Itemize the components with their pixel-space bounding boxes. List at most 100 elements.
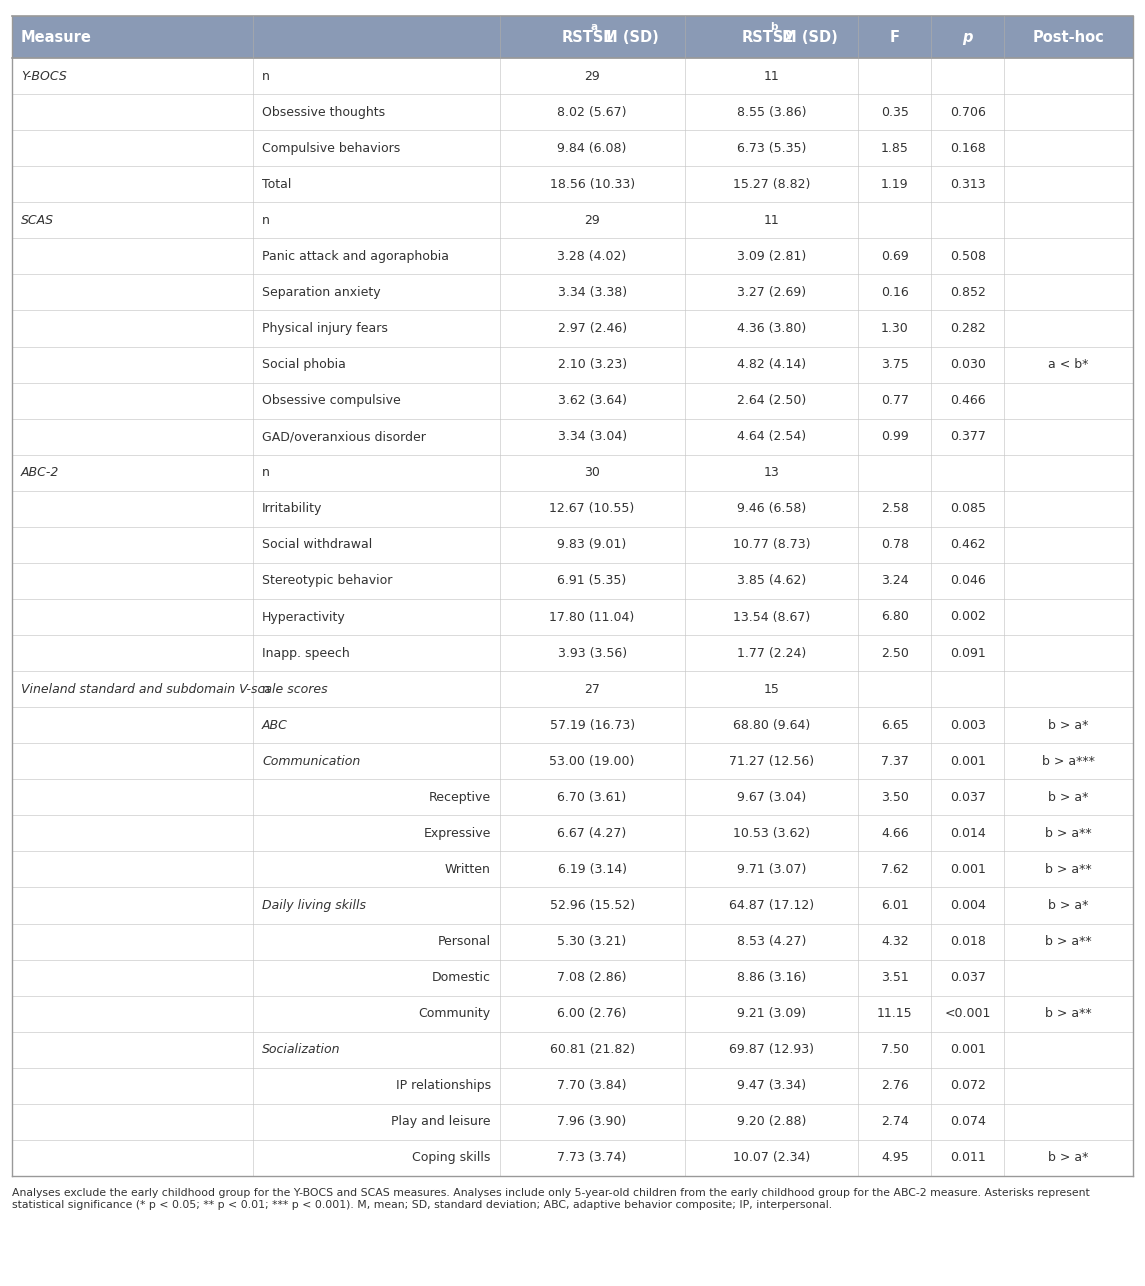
Text: 2.97 (2.46): 2.97 (2.46) [558, 322, 626, 334]
Text: ABC-2: ABC-2 [21, 467, 60, 480]
Text: 0.377: 0.377 [949, 431, 986, 444]
Text: 3.28 (4.02): 3.28 (4.02) [558, 249, 626, 262]
Text: 13: 13 [764, 467, 780, 480]
Text: Inapp. speech: Inapp. speech [262, 647, 349, 660]
Text: Separation anxiety: Separation anxiety [262, 285, 380, 298]
Text: 8.55 (3.86): 8.55 (3.86) [736, 105, 806, 118]
Text: ABC: ABC [262, 719, 287, 732]
Text: 0.466: 0.466 [950, 394, 986, 408]
Text: 10.53 (3.62): 10.53 (3.62) [733, 827, 810, 840]
Bar [11, 94, 1134, 130]
Bar [11, 1139, 1134, 1175]
Text: 9.20 (2.88): 9.20 (2.88) [736, 1115, 806, 1128]
Text: 3.62 (3.64): 3.62 (3.64) [558, 394, 626, 408]
Bar [11, 527, 1134, 563]
Text: GAD/overanxious disorder: GAD/overanxious disorder [262, 431, 426, 444]
Text: 15: 15 [764, 683, 780, 696]
Text: 29: 29 [584, 213, 600, 226]
Text: 5.30 (3.21): 5.30 (3.21) [558, 935, 626, 948]
Text: b > a*: b > a* [1049, 899, 1089, 912]
Text: 8.53 (4.27): 8.53 (4.27) [736, 935, 806, 948]
Text: 57.19 (16.73): 57.19 (16.73) [550, 719, 634, 732]
Bar [11, 274, 1134, 310]
Text: 4.95: 4.95 [881, 1151, 909, 1164]
Text: 0.001: 0.001 [949, 1043, 986, 1056]
Text: RSTS2: RSTS2 [742, 30, 793, 45]
Text: 7.73 (3.74): 7.73 (3.74) [558, 1151, 626, 1164]
Text: 9.71 (3.07): 9.71 (3.07) [736, 863, 806, 876]
Text: 17.80 (11.04): 17.80 (11.04) [550, 611, 634, 624]
Text: 3.09 (2.81): 3.09 (2.81) [737, 249, 806, 262]
Text: 3.85 (4.62): 3.85 (4.62) [737, 575, 806, 588]
Text: 15.27 (8.82): 15.27 (8.82) [733, 177, 811, 190]
Text: F: F [890, 30, 900, 45]
Text: b > a*: b > a* [1049, 791, 1089, 804]
Text: Vineland standard and subdomain V-scale scores: Vineland standard and subdomain V-scale … [21, 683, 327, 696]
Text: Social withdrawal: Social withdrawal [262, 539, 372, 552]
Text: Receptive: Receptive [428, 791, 491, 804]
Text: 0.16: 0.16 [881, 285, 909, 298]
Text: Obsessive compulsive: Obsessive compulsive [262, 394, 401, 408]
Text: 7.37: 7.37 [881, 755, 909, 768]
Text: Socialization: Socialization [262, 1043, 340, 1056]
Text: Irritability: Irritability [262, 503, 323, 516]
Text: 8.02 (5.67): 8.02 (5.67) [558, 105, 626, 118]
Text: 3.34 (3.04): 3.34 (3.04) [558, 431, 626, 444]
Text: Written: Written [444, 863, 491, 876]
Text: 3.51: 3.51 [881, 971, 909, 984]
Bar [11, 58, 1134, 94]
Text: 2.64 (2.50): 2.64 (2.50) [737, 394, 806, 408]
Text: 9.47 (3.34): 9.47 (3.34) [737, 1079, 806, 1092]
Bar [11, 563, 1134, 599]
Text: 3.24: 3.24 [881, 575, 909, 588]
Text: 0.014: 0.014 [950, 827, 986, 840]
Text: 6.80: 6.80 [881, 611, 909, 624]
Text: Expressive: Expressive [424, 827, 491, 840]
Text: b > a**: b > a** [1045, 935, 1092, 948]
Text: 6.01: 6.01 [881, 899, 909, 912]
Bar [11, 995, 1134, 1031]
Text: 4.64 (2.54): 4.64 (2.54) [737, 431, 806, 444]
Text: Y-BOCS: Y-BOCS [21, 69, 66, 82]
Text: 2.58: 2.58 [881, 503, 909, 516]
Text: n: n [262, 213, 270, 226]
Bar [11, 887, 1134, 923]
Text: 0.018: 0.018 [949, 935, 986, 948]
Text: 6.70 (3.61): 6.70 (3.61) [558, 791, 626, 804]
Bar [11, 310, 1134, 346]
Text: p: p [963, 30, 973, 45]
Text: M (SD): M (SD) [777, 30, 838, 45]
Bar [11, 959, 1134, 995]
Text: Panic attack and agoraphobia: Panic attack and agoraphobia [262, 249, 449, 262]
Text: Social phobia: Social phobia [262, 358, 346, 372]
Bar [11, 166, 1134, 202]
Text: 0.313: 0.313 [950, 177, 986, 190]
Text: 0.085: 0.085 [949, 503, 986, 516]
Text: 7.96 (3.90): 7.96 (3.90) [558, 1115, 626, 1128]
Text: Analyses exclude the early childhood group for the Y-BOCS and SCAS measures. Ana: Analyses exclude the early childhood gro… [11, 1188, 1090, 1210]
Text: 13.54 (8.67): 13.54 (8.67) [733, 611, 811, 624]
Text: 6.65: 6.65 [881, 719, 909, 732]
Text: 27: 27 [584, 683, 600, 696]
Text: 53.00 (19.00): 53.00 (19.00) [550, 755, 634, 768]
Bar [11, 815, 1134, 851]
Text: 9.46 (6.58): 9.46 (6.58) [737, 503, 806, 516]
Text: 0.852: 0.852 [949, 285, 986, 298]
Text: 1.19: 1.19 [881, 177, 909, 190]
Text: 0.462: 0.462 [950, 539, 986, 552]
Text: 2.76: 2.76 [881, 1079, 909, 1092]
Text: 9.83 (9.01): 9.83 (9.01) [558, 539, 626, 552]
Text: IP relationships: IP relationships [395, 1079, 491, 1092]
Bar [11, 455, 1134, 491]
Text: Compulsive behaviors: Compulsive behaviors [262, 141, 401, 154]
Bar [11, 1031, 1134, 1067]
Bar [11, 346, 1134, 382]
Text: 1.85: 1.85 [881, 141, 909, 154]
Text: b > a***: b > a*** [1042, 755, 1095, 768]
Bar [11, 1103, 1134, 1139]
Text: 0.046: 0.046 [950, 575, 986, 588]
Bar [11, 923, 1134, 959]
Text: 11: 11 [764, 213, 780, 226]
Bar [11, 238, 1134, 274]
Text: 52.96 (15.52): 52.96 (15.52) [550, 899, 634, 912]
